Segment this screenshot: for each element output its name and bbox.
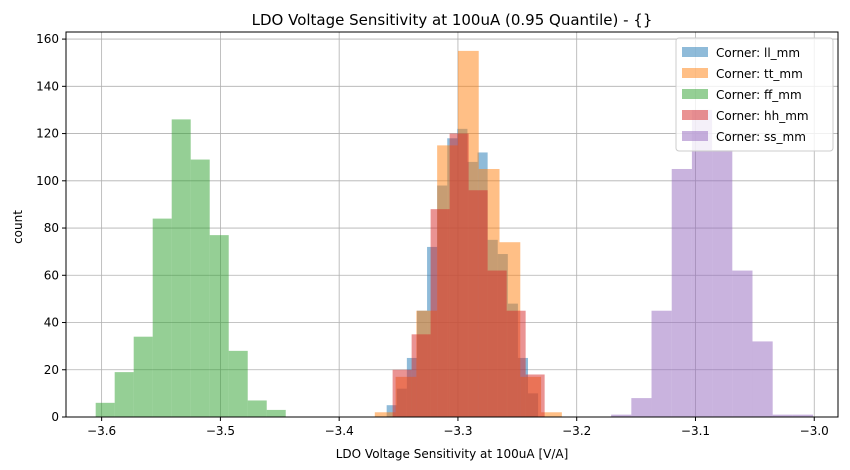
y-axis-label: count bbox=[11, 210, 25, 244]
y-tick-label: 20 bbox=[44, 363, 59, 377]
legend-swatch bbox=[682, 110, 708, 120]
y-tick-label: 80 bbox=[44, 221, 59, 235]
histogram-bar bbox=[386, 405, 397, 417]
legend-box bbox=[675, 37, 834, 152]
histogram-bar bbox=[772, 414, 793, 417]
x-tick-label: −3.6 bbox=[87, 424, 116, 438]
chart-title: LDO Voltage Sensitivity at 100uA (0.95 Q… bbox=[252, 11, 653, 29]
histogram-bar bbox=[449, 133, 469, 417]
histogram-bar bbox=[133, 336, 153, 417]
legend-swatch bbox=[682, 68, 708, 78]
histogram-bars bbox=[95, 50, 814, 418]
histogram-bar bbox=[732, 270, 753, 417]
x-tick-label: −3.4 bbox=[325, 424, 354, 438]
x-tick-label: −3.5 bbox=[206, 424, 235, 438]
y-tick-label: 160 bbox=[36, 32, 59, 46]
legend-label: Corner: ll_mm bbox=[716, 46, 800, 60]
histogram-bar bbox=[631, 398, 652, 417]
x-tick-label: −3.0 bbox=[800, 424, 829, 438]
histogram-bar bbox=[752, 341, 773, 417]
histogram-bar bbox=[95, 402, 115, 417]
histogram-bar bbox=[506, 310, 526, 417]
y-tick-label: 120 bbox=[36, 127, 59, 141]
legend-swatch bbox=[682, 47, 708, 57]
histogram-bar bbox=[525, 374, 545, 417]
legend-label: Corner: tt_mm bbox=[716, 67, 803, 81]
series-corner-ff-mm bbox=[95, 119, 286, 417]
histogram-bar bbox=[487, 270, 507, 417]
histogram-bar bbox=[691, 109, 713, 417]
y-tick-label: 60 bbox=[44, 268, 59, 282]
y-tick-label: 140 bbox=[36, 79, 59, 93]
histogram-bar bbox=[468, 190, 488, 417]
histogram-bar bbox=[671, 168, 692, 417]
histogram-bar bbox=[152, 218, 172, 417]
histogram-bar bbox=[266, 409, 286, 417]
histogram-bar bbox=[171, 119, 191, 417]
series-corner-ss-mm bbox=[611, 109, 814, 418]
histogram-bar bbox=[611, 414, 632, 417]
legend-swatch bbox=[682, 89, 708, 99]
histogram-bar bbox=[228, 350, 248, 417]
histogram-bar bbox=[430, 209, 450, 417]
plot-frame bbox=[65, 31, 839, 418]
x-axis-label: LDO Voltage Sensitivity at 100uA [V/A] bbox=[336, 447, 569, 461]
x-tick-label: −3.1 bbox=[681, 424, 710, 438]
legend: Corner: ll_mm Corner: tt_mm Corner: ff_mm C… bbox=[675, 37, 834, 152]
y-axis-ticks: 0 20 40 60 80 100 120 140 160 bbox=[36, 32, 66, 424]
legend-label: Corner: hh_mm bbox=[716, 109, 809, 123]
x-axis-ticks: −3.6 −3.5 −3.4 −3.3 −3.2 −3.1 −3.0 bbox=[87, 417, 829, 438]
histogram-bar bbox=[190, 159, 210, 417]
legend-label: Corner: ff_mm bbox=[716, 88, 802, 102]
y-tick-label: 0 bbox=[51, 410, 59, 424]
histogram-bar bbox=[712, 150, 733, 418]
histogram-bar bbox=[392, 369, 412, 417]
histogram-bar bbox=[209, 235, 229, 417]
histogram-bar bbox=[541, 412, 562, 417]
histogram-bar bbox=[374, 412, 396, 417]
histogram-bar bbox=[411, 334, 431, 417]
histogram-bar bbox=[247, 400, 267, 417]
histogram-bar bbox=[792, 414, 814, 417]
x-tick-label: −3.2 bbox=[562, 424, 591, 438]
histogram-bar bbox=[651, 310, 672, 417]
y-tick-label: 40 bbox=[44, 316, 59, 330]
histogram-bar bbox=[114, 372, 134, 417]
series-corner-hh-mm bbox=[392, 133, 545, 417]
x-tick-label: −3.3 bbox=[443, 424, 472, 438]
legend-swatch bbox=[682, 131, 708, 141]
y-tick-label: 100 bbox=[36, 174, 59, 188]
legend-label: Corner: ss_mm bbox=[716, 130, 806, 144]
